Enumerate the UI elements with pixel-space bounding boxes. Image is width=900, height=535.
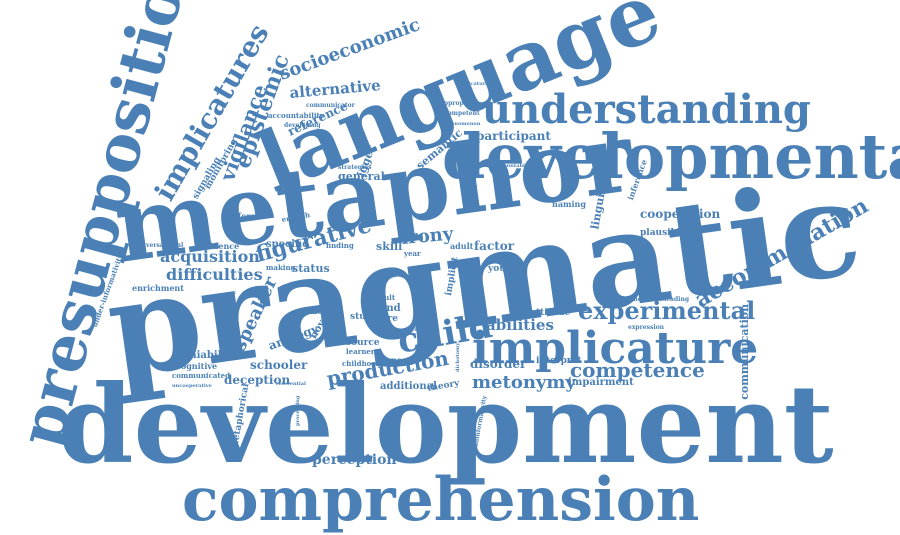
word-communication: communication <box>738 304 752 400</box>
word-disorder: disorder <box>470 357 527 372</box>
word-accountability: accountability <box>268 111 324 121</box>
word-making: making <box>266 263 296 273</box>
word-phenomenon: phenomenon <box>444 121 481 127</box>
word-understanding: understanding <box>482 86 811 133</box>
word-finding: finding <box>326 241 354 251</box>
word-young: young <box>488 263 519 274</box>
word-year: year <box>404 249 421 259</box>
word-communicated: communicated <box>172 371 230 381</box>
word-comprehension: comprehension <box>182 465 700 535</box>
word-adult: adult <box>450 240 474 251</box>
word-enrichment: enrichment <box>132 282 184 293</box>
word-evidence: evidence <box>200 240 240 251</box>
word-strength: strength <box>486 256 515 264</box>
word-misleading: misleading <box>652 296 690 304</box>
word-result: result <box>372 293 396 303</box>
word-conversational: conversational <box>134 242 184 250</box>
word-interpret: interpret <box>536 355 582 366</box>
word-deception: deception <box>224 373 291 388</box>
word-difficulties: difficulties <box>166 265 263 285</box>
word-cognitive: cognitive <box>176 360 218 371</box>
word-honesty: honesty <box>380 354 415 365</box>
word-accountable: accountable <box>494 163 529 169</box>
word-factor: factor <box>474 239 515 254</box>
word-participant: participant <box>476 129 551 144</box>
word-strategies: strategies <box>338 164 372 172</box>
word-specific: specific <box>266 239 309 250</box>
word-attitude: attitude <box>530 307 571 318</box>
word-competence: competence <box>570 358 705 382</box>
word-impairment: impairment <box>568 377 634 388</box>
word-communicator: communicator <box>306 102 355 110</box>
word-research: research <box>394 327 419 333</box>
word-childhood: childhood <box>342 359 381 369</box>
word-developmental: developmental <box>442 120 900 194</box>
word-additional: additional <box>380 381 437 392</box>
word-different: different <box>226 210 266 221</box>
word-study: study <box>350 311 378 322</box>
word-perception: perception <box>312 451 397 468</box>
word-schooler: schooler <box>250 358 308 373</box>
word-uncooperative: uncooperative <box>172 383 212 389</box>
word-referential: referential <box>276 381 306 387</box>
word-dichotomy: dichotomy <box>455 342 461 372</box>
word-experimental: experimental <box>578 295 756 325</box>
word-cooperation: cooperation <box>640 207 721 222</box>
word-multiple: multiple <box>310 307 344 317</box>
word-development: development <box>58 361 834 488</box>
word-expression: expression <box>628 324 664 332</box>
word-implicature: implicature <box>472 322 759 374</box>
word-developing: developing <box>284 122 321 130</box>
word-skill: skill <box>376 240 403 254</box>
word-metonymy: metonymy <box>472 371 576 393</box>
word-processing: processing <box>295 395 301 426</box>
word-learner: learner <box>346 347 375 357</box>
word-irony: irony <box>400 223 455 249</box>
word-general: general <box>338 170 385 184</box>
word-implicature-small: implicature <box>456 81 489 87</box>
word-abilities: abilities <box>486 316 554 334</box>
word-more: more <box>372 313 398 324</box>
word-acquisition: acquisition <box>160 247 260 267</box>
word-naming: naming <box>552 198 586 209</box>
word-mind: mind <box>372 303 401 314</box>
word-commitment: commitment <box>606 296 649 304</box>
word-deniability: deniability <box>176 350 236 361</box>
word-source: source <box>346 337 380 348</box>
word-competent: competent <box>444 110 480 118</box>
word-appropriate: appropriate <box>440 100 480 108</box>
word-status: status <box>292 262 330 276</box>
word-plausible: plausible <box>640 227 687 238</box>
